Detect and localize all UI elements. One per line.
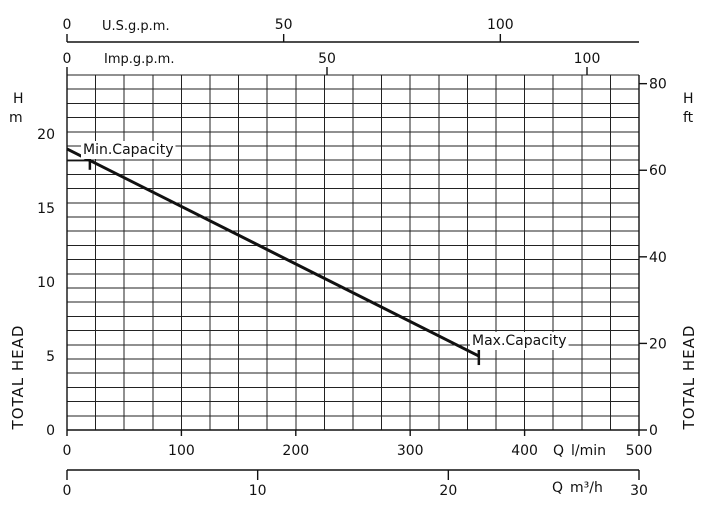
lpm-tick-label: 0 [63, 443, 72, 459]
impgpm-tick-label: 100 [574, 51, 601, 67]
max-capacity-label: Max.Capacity [472, 333, 567, 349]
impgpm-tick-label: 0 [63, 51, 72, 67]
lpm-tick-label: 300 [397, 443, 424, 459]
m3h-axis-q-label: Q [552, 480, 563, 496]
left-axis-h-label: H [13, 91, 24, 107]
max-label-background [470, 332, 569, 350]
impgpm-tick-label: 50 [318, 51, 336, 67]
usgpm-tick-label: 100 [487, 17, 514, 33]
min-capacity-label: Min.Capacity [83, 142, 173, 158]
usgpm-axis-label: U.S.g.p.m. [102, 19, 170, 34]
right-axis-h-label: H [683, 91, 694, 107]
m3h-tick-label: 30 [630, 483, 648, 499]
m-tick-label: 5 [46, 349, 55, 365]
min-label-background [81, 141, 176, 159]
lpm-axis-q-label: Q [553, 443, 564, 459]
performance-curve-line [66, 147, 480, 358]
right-axis-title: TOTAL HEAD [680, 325, 698, 431]
ft-tick-label: 40 [649, 250, 667, 266]
lpm-tick-label: 400 [511, 443, 538, 459]
m-tick-label: 10 [37, 275, 55, 291]
m-tick-label: 0 [46, 423, 55, 439]
impgpm-axis-label: Imp.g.p.m. [104, 52, 174, 67]
right-axis-unit-label: ft [683, 110, 694, 126]
usgpm-tick-label: 50 [275, 17, 293, 33]
m-tick-label: 15 [37, 201, 55, 217]
left-axis-title: TOTAL HEAD [9, 325, 27, 431]
left-axis-unit-label: m [9, 110, 23, 126]
m3h-axis-unit-label: m³/h [570, 480, 603, 496]
lpm-axis-unit-label: l/min [571, 443, 606, 459]
series [66, 147, 481, 366]
ft-tick-label: 60 [649, 163, 667, 179]
grid [66, 74, 640, 431]
ft-tick-label: 20 [649, 336, 667, 352]
ft-tick-label: 0 [649, 423, 658, 439]
lpm-tick-label: 200 [282, 443, 309, 459]
m3h-tick-label: 0 [63, 483, 72, 499]
ft-tick-label: 80 [649, 77, 667, 93]
m3h-tick-label: 10 [249, 483, 267, 499]
m3h-tick-label: 20 [439, 483, 457, 499]
usgpm-tick-label: 0 [63, 17, 72, 33]
m-tick-label: 20 [37, 127, 55, 143]
lpm-tick-label: 100 [168, 443, 195, 459]
lpm-tick-label: 500 [626, 443, 653, 459]
